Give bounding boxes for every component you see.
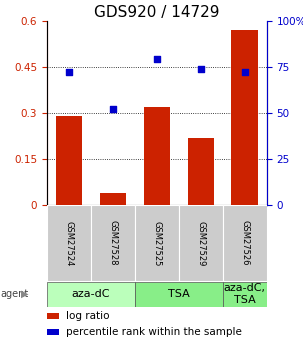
Bar [223,282,267,306]
Text: ▶: ▶ [21,289,28,299]
Point [242,70,247,75]
Bar [188,138,214,205]
Text: GSM27525: GSM27525 [152,220,161,266]
Bar [56,116,82,205]
Bar [223,205,267,281]
Point [198,66,203,71]
Bar [144,107,170,205]
Text: aza-dC,
TSA: aza-dC, TSA [224,283,266,305]
Text: GSM27529: GSM27529 [196,220,205,266]
Bar [179,205,223,281]
Bar [91,205,135,281]
Text: aza-dC: aza-dC [72,289,110,299]
Text: GSM27526: GSM27526 [240,220,249,266]
Bar [47,329,59,335]
Bar [47,282,135,306]
Point [111,107,115,112]
Title: GDS920 / 14729: GDS920 / 14729 [94,4,220,20]
Bar [135,282,223,306]
Text: percentile rank within the sample: percentile rank within the sample [66,327,241,337]
Bar [47,205,91,281]
Text: GSM27524: GSM27524 [65,220,73,266]
Point [155,57,159,62]
Bar [47,313,59,319]
Bar [100,193,126,205]
Text: agent: agent [1,289,29,299]
Bar [231,30,258,205]
Point [67,70,72,75]
Bar [135,205,179,281]
Text: GSM27528: GSM27528 [108,220,117,266]
Text: TSA: TSA [168,289,190,299]
Text: log ratio: log ratio [66,311,109,321]
